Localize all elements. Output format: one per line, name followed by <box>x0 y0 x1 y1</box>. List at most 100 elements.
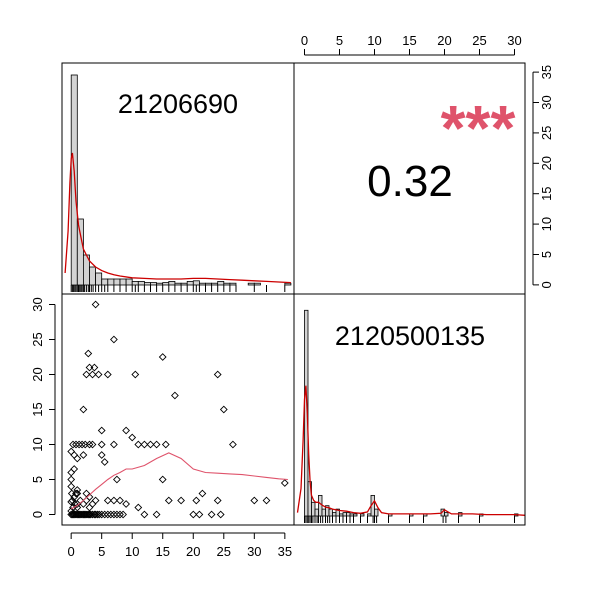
scatter-point <box>67 507 76 515</box>
scatter-point <box>171 391 179 400</box>
scatter-point <box>79 451 88 459</box>
scatter-point <box>158 353 167 361</box>
histogram-bar <box>101 278 109 286</box>
panel-correlation: 0.32*** <box>367 92 515 206</box>
bottom-axis-tick-label: 5 <box>98 544 105 559</box>
top-axis-tick-label: 5 <box>336 33 343 48</box>
histogram-bar <box>367 513 372 517</box>
histogram-bar <box>332 512 337 517</box>
histogram-bar <box>374 508 379 517</box>
scatter-point <box>250 496 259 505</box>
scatter-point <box>91 496 100 505</box>
scatter-point <box>110 335 118 344</box>
top-axis-tick-label: 0 <box>301 33 308 48</box>
histogram-bar <box>162 282 170 286</box>
scatter-point <box>79 405 88 414</box>
histogram-bar <box>168 280 176 286</box>
left-axis-tick-label: 5 <box>30 476 45 483</box>
smooth-line <box>70 452 288 510</box>
scatter-point <box>113 475 121 484</box>
scatter-point <box>67 475 76 484</box>
scatter-point <box>84 510 93 519</box>
scatter-point <box>73 489 82 498</box>
histogram-bar <box>328 508 333 517</box>
right-axis-tick-label: 25 <box>539 126 554 140</box>
scatter-point <box>213 496 222 505</box>
correlation-value: 0.32 <box>367 157 453 206</box>
scatter-point <box>93 510 102 519</box>
scatter-point <box>85 493 94 501</box>
histogram-bar <box>89 266 96 286</box>
scatter-point <box>198 489 207 498</box>
histogram-bar <box>339 513 344 517</box>
scatter-point <box>73 500 82 508</box>
right-axis-tick-label: 20 <box>539 156 554 170</box>
scatter-point <box>67 468 76 477</box>
bottom-axis-tick-label: 15 <box>156 544 170 559</box>
histogram-bar <box>360 513 365 517</box>
left-axis-tick-label: 25 <box>30 332 45 346</box>
density-line <box>64 152 291 284</box>
scatter-point <box>152 510 161 519</box>
right-axis-tick-label: 30 <box>539 95 554 109</box>
histogram-bar <box>113 278 121 286</box>
histogram-bar <box>247 282 255 286</box>
right-axis-tick-label: 0 <box>539 281 554 288</box>
right-axis-tick-label: 5 <box>539 251 554 258</box>
scatter-point <box>161 440 170 449</box>
scatter-point <box>128 433 137 442</box>
panel-histogram-2120500135: 2120500135 <box>296 309 526 523</box>
scatter-point <box>103 496 112 505</box>
histogram-bar <box>186 280 194 286</box>
histogram-bar <box>346 512 351 517</box>
histogram-bar <box>318 494 323 517</box>
scatter-point <box>122 426 130 435</box>
scatter-point <box>164 496 173 505</box>
histogram-bar <box>311 501 316 517</box>
scatter-point <box>70 465 79 473</box>
variable-label-2120500135: 2120500135 <box>335 321 485 351</box>
right-axis-tick-label: 15 <box>539 186 554 200</box>
scatter-point <box>140 510 149 519</box>
histogram-bar <box>321 508 326 517</box>
scatter-point <box>67 447 76 456</box>
scatter-point <box>82 370 91 379</box>
scatter-point <box>88 370 97 379</box>
scatter-point <box>122 500 130 508</box>
histogram-bar <box>444 512 449 517</box>
histogram-bar <box>198 282 206 286</box>
panel-border-bl <box>61 293 295 526</box>
scatter-point <box>177 496 185 505</box>
panel-border-br <box>293 293 526 526</box>
right-axis-tick-label: 35 <box>539 65 554 79</box>
histogram-bar <box>95 272 103 286</box>
left-axis-tick-label: 20 <box>30 367 45 381</box>
histogram-bar <box>205 282 212 286</box>
scatter-point <box>134 440 143 449</box>
histogram-bar <box>342 512 347 517</box>
top-axis-tick-label: 20 <box>437 33 451 48</box>
histogram-bar <box>143 282 151 286</box>
scatter-point <box>85 503 94 512</box>
scatter-point <box>67 482 76 491</box>
scatter-point <box>213 370 222 379</box>
scatter-point <box>131 370 140 379</box>
top-axis-tick-label: 15 <box>402 33 416 48</box>
scatter-point <box>280 479 289 487</box>
bottom-axis-tick-label: 10 <box>125 544 139 559</box>
panel-scatter <box>67 300 289 519</box>
scatter-point <box>158 475 167 484</box>
left-axis-tick-label: 0 <box>30 511 45 518</box>
histogram-bar <box>229 282 237 286</box>
right-axis-tick-label: 10 <box>539 217 554 231</box>
scatter-point <box>88 440 97 449</box>
left-axis-tick-label: 10 <box>30 437 45 451</box>
histogram-bar <box>349 513 354 517</box>
scatter-point <box>116 496 124 505</box>
scatter-point <box>100 458 109 466</box>
histogram-bar <box>119 278 127 286</box>
histogram-bar <box>156 282 164 286</box>
scatter-point <box>81 440 90 449</box>
